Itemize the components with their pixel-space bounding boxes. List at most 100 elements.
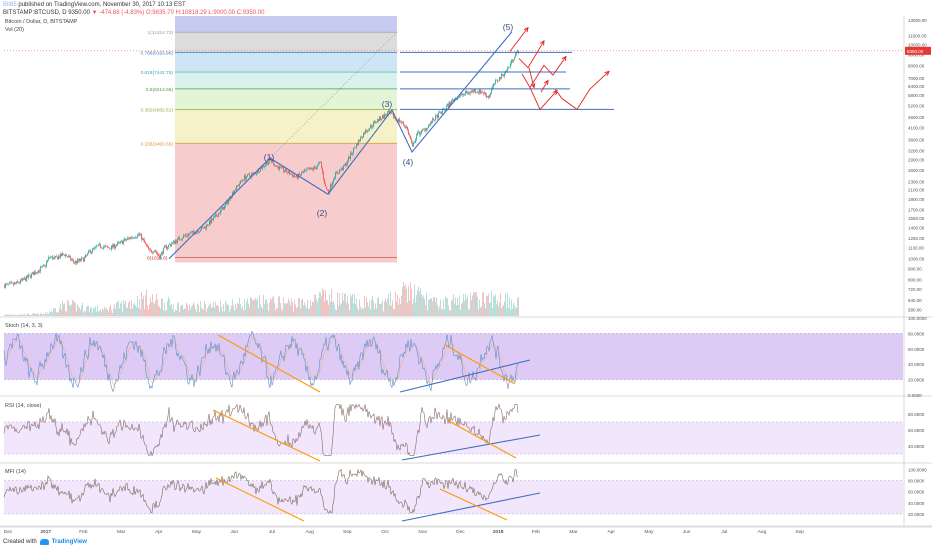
candle-body — [157, 252, 158, 255]
volume-bar — [473, 292, 474, 316]
volume-bar — [70, 305, 71, 316]
candle-body — [433, 118, 434, 121]
fib-level-label: 0.786(9193.96) — [140, 50, 173, 56]
volume-bar — [87, 305, 88, 316]
volume-bar — [45, 312, 46, 316]
volume-bar — [223, 304, 224, 316]
volume-bar — [270, 297, 271, 316]
volume-bar — [332, 301, 333, 316]
volume-bar — [19, 315, 20, 316]
time-tick-label: Mar — [569, 529, 578, 535]
candle-body — [337, 172, 338, 174]
volume-bar — [76, 311, 77, 316]
candle-body — [49, 257, 50, 258]
volume-bar — [167, 301, 168, 316]
volume-bar — [465, 294, 466, 316]
volume-bar — [390, 292, 391, 316]
volume-bar — [263, 294, 264, 316]
volume-bar — [513, 303, 514, 316]
candle-body — [130, 237, 131, 239]
volume-bar — [413, 298, 414, 316]
candle-body — [281, 166, 282, 168]
candle-body — [474, 89, 475, 92]
open-value: O:9835.70 — [145, 10, 174, 16]
volume-bar — [25, 315, 26, 316]
candle-body — [385, 114, 386, 116]
volume-bar — [83, 312, 84, 316]
candle-body — [107, 246, 108, 247]
tradingview-brand[interactable]: TradingView — [51, 539, 87, 545]
candle-body — [419, 131, 420, 135]
volume-bar — [157, 299, 158, 316]
candle-body — [141, 233, 142, 240]
ohlc-line: BITSTAMP:BTCUSD, D 9350.00 ▼ -474.68 (-4… — [3, 10, 264, 17]
candle-body — [227, 201, 228, 204]
tradingview-logo-icon — [39, 539, 49, 545]
candle-body — [39, 270, 40, 272]
volume-bar — [235, 303, 236, 316]
volume-bar — [269, 302, 270, 316]
candle-body — [180, 239, 181, 241]
volume-bar — [496, 304, 497, 316]
candle-body — [386, 115, 387, 116]
volume-bar — [190, 309, 191, 316]
candle-body — [477, 92, 478, 93]
candle-body — [283, 167, 284, 172]
candle-body — [289, 171, 290, 175]
volume-bar — [12, 314, 13, 316]
price-tick-label: 7000.00 — [908, 76, 925, 81]
candle-body — [504, 73, 505, 77]
candle-body — [277, 166, 278, 168]
volume-bar — [105, 308, 106, 316]
candle-body — [336, 172, 337, 174]
candle-body — [62, 253, 63, 257]
volume-bar — [104, 306, 105, 316]
candle-body — [470, 91, 471, 94]
volume-bar — [349, 310, 350, 316]
candle-body — [333, 179, 334, 183]
projection-arrow-line — [521, 56, 567, 89]
volume-bar — [271, 299, 272, 316]
high-value: H:10818.29 — [175, 10, 207, 16]
candle-body — [509, 66, 510, 68]
last-price: 9350.00 — [68, 10, 90, 16]
volume-bar — [273, 295, 274, 316]
candle-body — [342, 167, 343, 170]
volume-bar — [470, 292, 471, 316]
volume-bar — [300, 308, 301, 316]
candle-body — [196, 231, 197, 234]
price-tick-label: 5800.00 — [908, 93, 925, 98]
volume-bar — [426, 292, 427, 316]
candle-body — [195, 233, 196, 235]
volume-bar — [388, 294, 389, 316]
time-tick-label: Nov — [418, 529, 427, 535]
volume-bar — [477, 297, 478, 316]
volume-bar — [244, 298, 245, 316]
volume-bar — [436, 297, 437, 316]
volume-label: Vol (20) — [5, 27, 24, 33]
volume-bar — [233, 305, 234, 316]
candle-body — [56, 256, 57, 257]
candle-body — [98, 244, 99, 246]
volume-bar — [207, 308, 208, 316]
volume-bar — [489, 303, 490, 316]
candle-body — [111, 245, 112, 250]
volume-bar — [396, 301, 397, 316]
volume-bar — [94, 308, 95, 316]
volume-bar — [386, 302, 387, 316]
candle-body — [113, 243, 114, 248]
candle-body — [209, 220, 210, 226]
volume-bar — [346, 303, 347, 316]
candle-body — [45, 265, 46, 266]
volume-bar — [361, 309, 362, 316]
volume-bar — [469, 308, 470, 316]
volume-bar — [246, 301, 247, 316]
volume-bar — [22, 314, 23, 316]
candle-body — [239, 183, 240, 186]
candle-body — [330, 184, 331, 192]
volume-bar — [351, 296, 352, 316]
author-name[interactable]: Bit85 — [3, 2, 17, 8]
time-tick-label: 2017 — [40, 529, 51, 535]
candle-body — [240, 180, 241, 184]
